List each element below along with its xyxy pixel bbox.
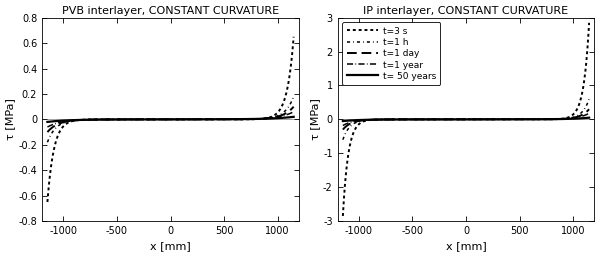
Legend: t=3 s, t=1 h, t=1 day, t=1 year, t= 50 years: t=3 s, t=1 h, t=1 day, t=1 year, t= 50 y… — [342, 22, 440, 85]
X-axis label: x [mm]: x [mm] — [446, 241, 487, 251]
Y-axis label: τ [MPa]: τ [MPa] — [310, 98, 320, 140]
Y-axis label: τ [MPa]: τ [MPa] — [5, 98, 16, 140]
Title: PVB interlayer, CONSTANT CURVATURE: PVB interlayer, CONSTANT CURVATURE — [62, 6, 279, 16]
Title: IP interlayer, CONSTANT CURVATURE: IP interlayer, CONSTANT CURVATURE — [364, 6, 569, 16]
X-axis label: x [mm]: x [mm] — [150, 241, 191, 251]
